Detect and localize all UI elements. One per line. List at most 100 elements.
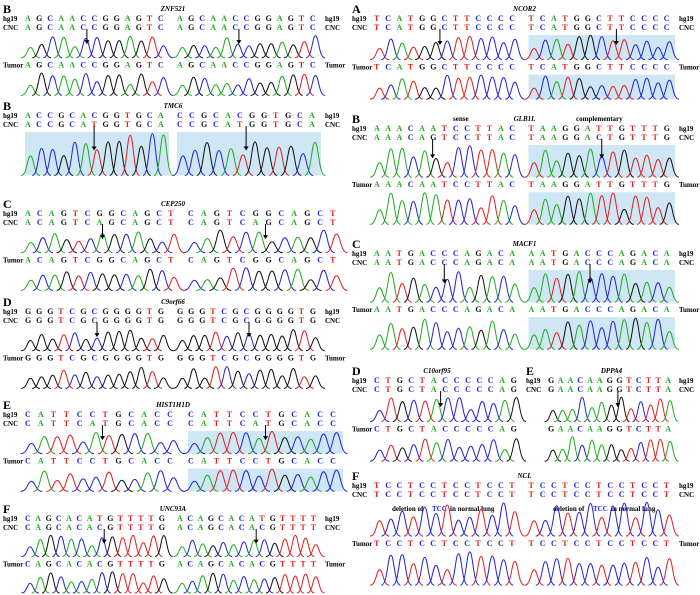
trace-peak (59, 473, 82, 492)
trace-peak (392, 147, 413, 178)
trace-peak (369, 520, 390, 537)
trace-peak (283, 329, 303, 352)
trace-peak (54, 334, 74, 352)
trace-peak (20, 279, 42, 291)
trace-peak (163, 276, 185, 291)
chromatogram-tumor (173, 366, 326, 389)
trace-peak (136, 433, 159, 455)
panel-letter: B (3, 2, 11, 16)
trace-peak (286, 268, 309, 291)
trace-peak (546, 38, 567, 61)
label-hg19: hg19 (352, 125, 367, 133)
trace-peak (109, 74, 129, 96)
chromatogram-cnc (524, 270, 680, 303)
trace-peak (76, 143, 96, 176)
chromatogram-cnc (173, 329, 326, 352)
trace-peak (151, 241, 173, 254)
trace-peak (222, 267, 245, 291)
trace-peak (245, 540, 264, 558)
trace-peak (261, 333, 281, 352)
trace-peak (426, 322, 446, 350)
trace-peak (296, 537, 315, 558)
chromatogram-cnc (544, 396, 679, 423)
mutation-arrow-icon (599, 139, 605, 159)
label-hg19-right: hg19 (679, 125, 694, 133)
trace-peak (127, 231, 149, 254)
label-hg19: hg19 (352, 377, 367, 385)
mutation-arrow-icon (94, 322, 100, 338)
trace-peak (232, 154, 254, 176)
trace-peak (381, 397, 402, 423)
chromatogram-cnc (369, 145, 525, 178)
trace-peak (459, 551, 480, 586)
trace-peak (234, 231, 258, 254)
trace-peak (651, 398, 669, 423)
mutation-arrow-icon (438, 391, 444, 407)
label-cnc: CNC (352, 24, 367, 32)
label-hg19: hg19 (3, 112, 18, 120)
chromatogram-cnc (172, 141, 326, 176)
trace-peak (524, 287, 544, 303)
label-hg19-right: hg19 (679, 377, 694, 385)
trace-highlight (188, 468, 343, 492)
trace-peak (535, 75, 556, 100)
label-hg19: hg19 (352, 15, 367, 23)
trace-peak (234, 267, 258, 291)
label-cnc: CNC (3, 317, 18, 325)
trace-peak (495, 449, 515, 462)
trace-peak (659, 330, 680, 350)
mutation-arrow-icon (263, 224, 268, 240)
panel-letter: D (3, 295, 12, 309)
trace-peak (76, 371, 96, 389)
chromatogram-tumor (20, 470, 185, 492)
label-cnc-right: CNC (325, 24, 340, 32)
trace-peak (33, 470, 56, 492)
trace-peak (65, 332, 85, 352)
trace-peak (98, 74, 118, 96)
trace-peak (437, 74, 458, 100)
trace-peak (573, 396, 591, 423)
panel-letter: A (352, 2, 361, 16)
label-cnc-right: CNC (679, 491, 694, 499)
trace-peak (20, 480, 43, 492)
trace-peak (21, 582, 39, 594)
trace-peak (43, 75, 63, 96)
trace-peak (195, 77, 215, 96)
trace-peak (52, 576, 70, 594)
label-cnc-right: CNC (325, 121, 340, 129)
label-tumor-right: Tumor (679, 181, 699, 189)
trace-peak (661, 400, 679, 423)
trace-peak (369, 569, 390, 586)
trace-peak (234, 470, 258, 492)
chromatogram-tumor (544, 436, 679, 462)
trace-peak (283, 74, 303, 96)
trace-peak (471, 274, 491, 303)
trace-peak (369, 287, 390, 303)
trace-peak (659, 41, 680, 61)
chromatogram-cnc (524, 148, 680, 178)
trace-peak (153, 45, 174, 59)
ncl-note-right-seq: TCC (593, 505, 608, 513)
trace-peak (305, 35, 326, 59)
label-hg19: hg19 (526, 377, 541, 385)
chromatogram-cnc (524, 501, 680, 537)
trace-peak (43, 36, 63, 59)
trace-peak (294, 330, 314, 352)
trace-peak (437, 569, 457, 586)
label-cnc: CNC (526, 386, 541, 394)
